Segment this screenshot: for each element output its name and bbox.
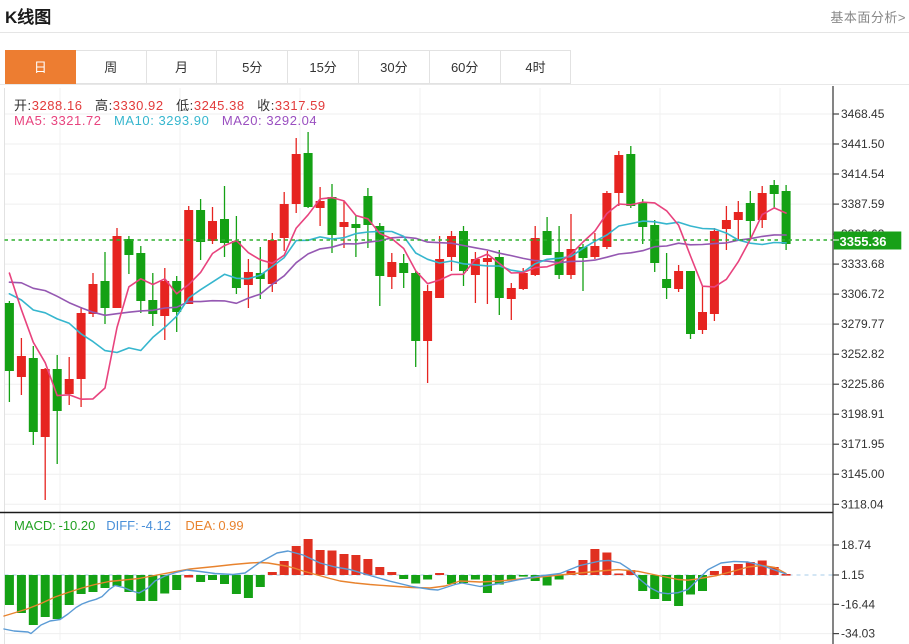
svg-text:3468.45: 3468.45 [841, 107, 885, 121]
svg-text:3333.68: 3333.68 [841, 257, 885, 271]
svg-text:-16.44: -16.44 [841, 597, 875, 611]
svg-text:18.74: 18.74 [841, 538, 871, 552]
svg-text:3171.95: 3171.95 [841, 437, 885, 451]
svg-text:3252.82: 3252.82 [841, 347, 885, 361]
svg-text:1.15: 1.15 [841, 568, 865, 582]
svg-text:3306.72: 3306.72 [841, 287, 885, 301]
svg-text:3441.50: 3441.50 [841, 137, 885, 151]
svg-text:3414.54: 3414.54 [841, 167, 885, 181]
svg-text:3279.77: 3279.77 [841, 317, 885, 331]
svg-text:3387.59: 3387.59 [841, 197, 885, 211]
svg-text:3145.00: 3145.00 [841, 467, 885, 481]
svg-text:-34.03: -34.03 [841, 627, 875, 641]
svg-text:3225.86: 3225.86 [841, 377, 885, 391]
svg-text:3118.04: 3118.04 [841, 497, 884, 511]
svg-text:3355.36: 3355.36 [840, 234, 887, 249]
svg-text:3198.91: 3198.91 [841, 407, 885, 421]
